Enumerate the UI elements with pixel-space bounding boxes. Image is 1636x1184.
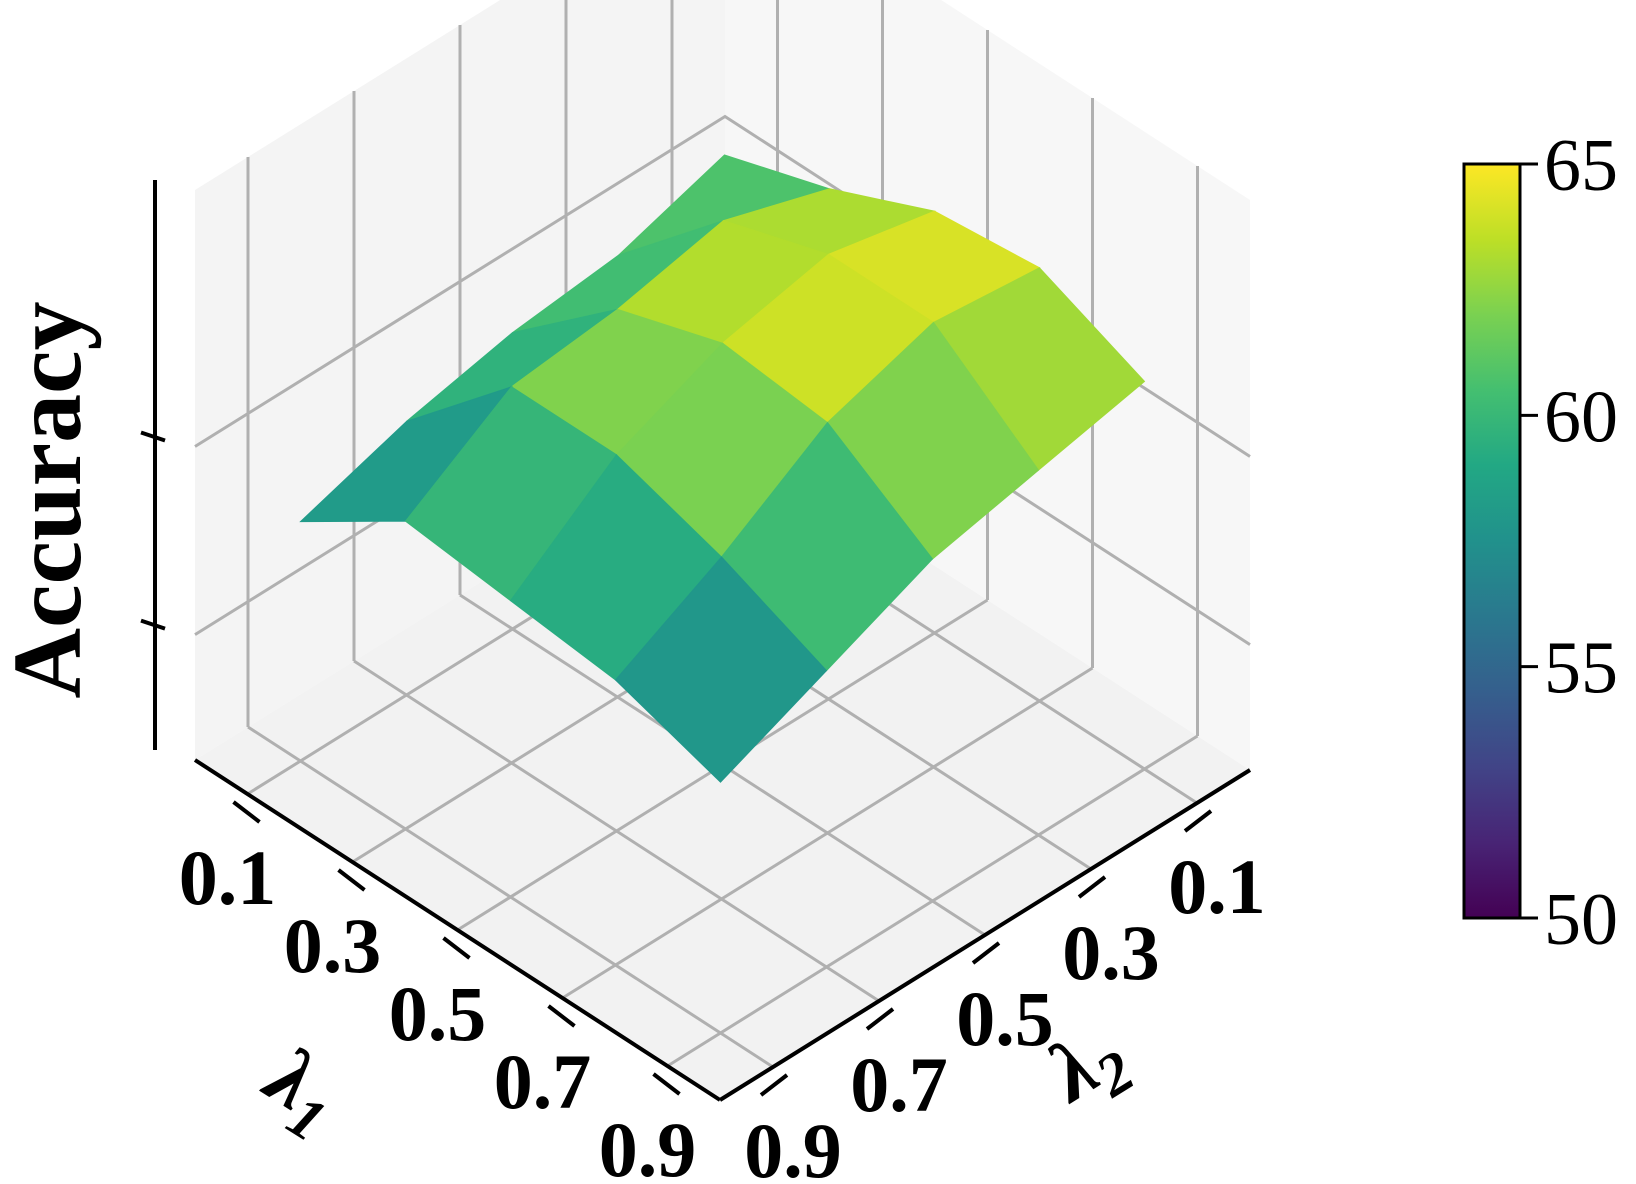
grid-line	[561, 666, 1094, 1000]
x-tick-label: 0.1	[179, 834, 277, 921]
y-tick-label: 0.9	[744, 1107, 842, 1184]
surface-mesh	[299, 154, 1146, 783]
colorbar	[1462, 162, 1522, 920]
y-tick-label: 0.3	[1062, 909, 1160, 996]
y-tick-label: 0.7	[850, 1041, 948, 1128]
x-tick	[232, 800, 261, 824]
z-tick	[140, 430, 166, 443]
colorbar-tick-label: 65	[1544, 125, 1618, 207]
y-tick	[1077, 875, 1107, 899]
x-tick-label: 0.7	[494, 1038, 592, 1125]
colorbar-gradient	[1462, 162, 1522, 920]
x-tick	[442, 936, 471, 960]
y-tick	[759, 1073, 789, 1097]
colorbar-ticks: 50 55 60 65	[1520, 125, 1618, 961]
x-tick	[547, 1004, 576, 1028]
x-tick-label: 0.3	[284, 902, 382, 989]
tick-labels: 0.10.30.50.70.90.10.30.50.70.9	[179, 834, 1266, 1184]
y-tick	[971, 941, 1001, 965]
grid-line	[247, 725, 774, 1069]
axis-lines	[153, 180, 1252, 1102]
tick-marks	[140, 430, 1213, 1097]
y-tick-label: 0.5	[956, 975, 1054, 1062]
x-tick-label: 0.9	[599, 1106, 697, 1184]
colorbar-tick-label: 55	[1544, 628, 1618, 710]
colorbar-tick-label: 50	[1544, 879, 1618, 961]
colorbar-tick-label: 60	[1544, 376, 1618, 458]
surface-facet	[614, 556, 828, 783]
x-axis-title: λ1	[242, 1028, 357, 1154]
x-axis-line	[193, 758, 722, 1102]
z-tick	[140, 618, 166, 631]
y-axis-line	[718, 768, 1252, 1102]
x-tick-label: 0.5	[389, 970, 487, 1057]
y-tick	[865, 1007, 895, 1031]
y-tick	[1183, 809, 1213, 833]
y-tick-label: 0.1	[1168, 843, 1266, 930]
x-tick	[652, 1072, 681, 1096]
z-axis-title: Accuracy	[0, 301, 102, 698]
grid-line	[666, 734, 1199, 1068]
grid-line	[353, 659, 880, 1003]
x-tick	[337, 868, 366, 892]
